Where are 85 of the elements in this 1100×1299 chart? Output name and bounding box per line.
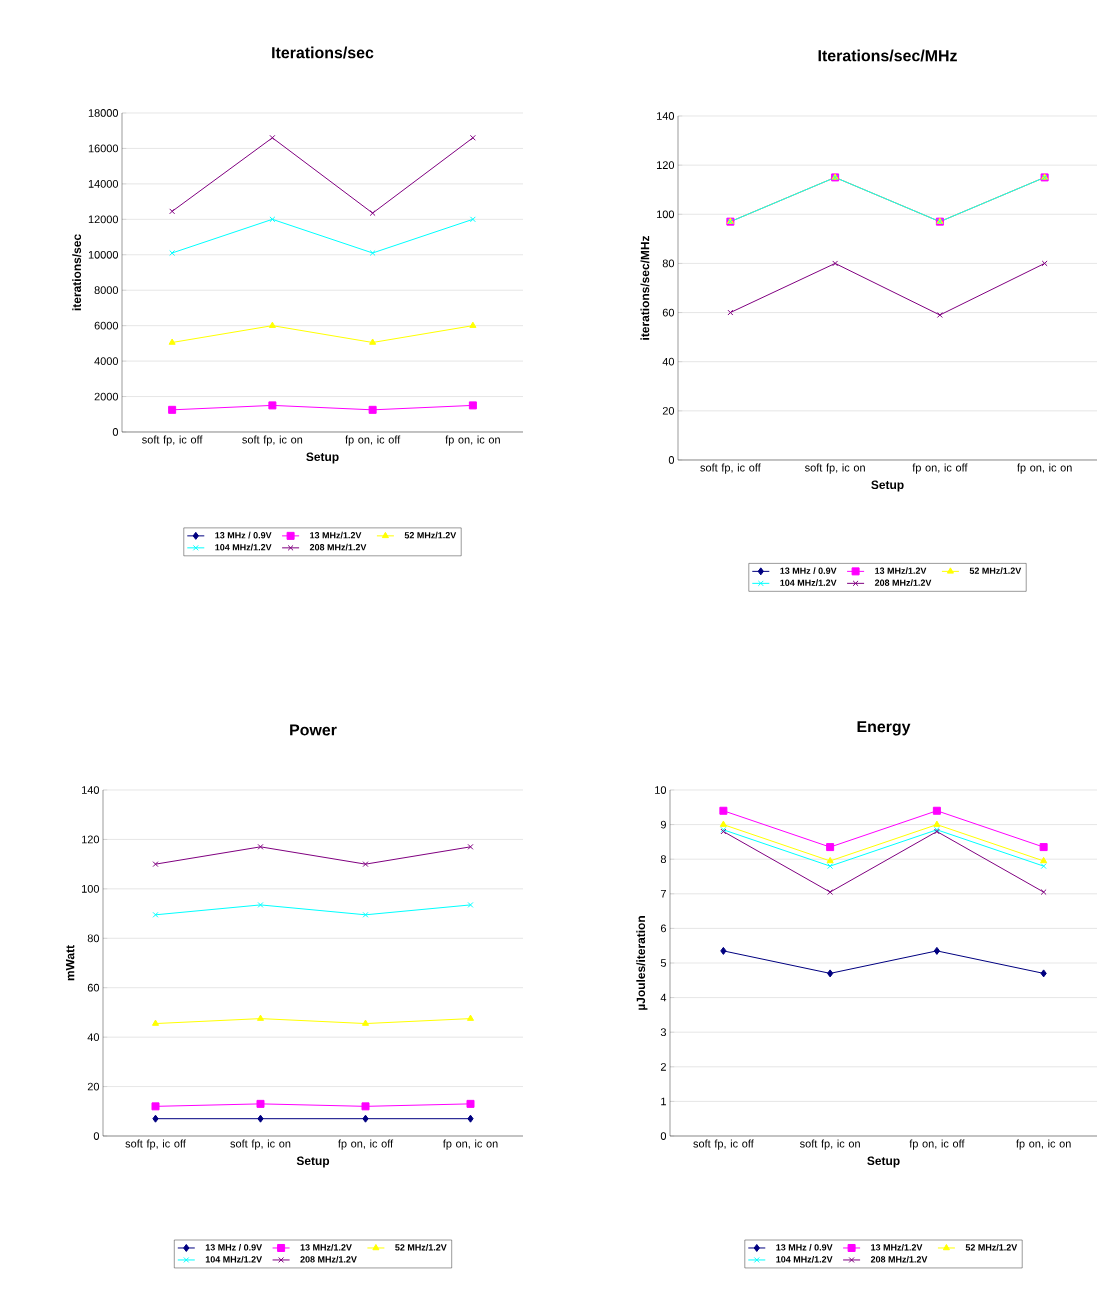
y-tick-label: 100: [82, 884, 100, 893]
x-tick-label: fp on, ic on: [1016, 1139, 1071, 1150]
y-tick-label: 8: [660, 855, 666, 864]
legend-label: 52 MHz/1.2V: [969, 567, 1022, 575]
y-tick-label: 8000: [94, 286, 119, 295]
y-tick-label: 12000: [88, 215, 119, 224]
y-tick-label: 20: [662, 406, 675, 415]
x-tick-label: soft fp, ic on: [804, 463, 865, 474]
y-tick-label: 0: [112, 428, 119, 436]
legend-label: 104 MHz/1.2V: [215, 543, 272, 551]
y-tick-label: 4000: [94, 357, 119, 365]
legend-label: 13 MHz/1.2V: [871, 1243, 923, 1251]
x-axis-title: Setup: [306, 452, 339, 464]
y-tick-label: 4: [660, 993, 667, 1002]
legend-label: 13 MHz / 0.9V: [215, 531, 272, 539]
x-tick-label: soft fp, ic off: [700, 463, 761, 474]
y-tick-label: 80: [87, 934, 100, 943]
legend-label: 104 MHz/1.2V: [776, 1255, 833, 1263]
y-tick-label: 20: [87, 1082, 100, 1091]
x-tick-label: soft fp, ic on: [230, 1139, 291, 1150]
legend-label: 104 MHz/1.2V: [205, 1255, 263, 1263]
legend-label: 13 MHz/1.2V: [310, 531, 362, 539]
legend-label: 52 MHz/1.2V: [404, 531, 457, 539]
x-tick-label: fp on, ic off: [912, 463, 968, 474]
y-tick-label: 3: [660, 1028, 666, 1037]
legend-label: 208 MHz/1.2V: [309, 543, 367, 551]
y-axis-title: iterations/sec: [72, 234, 82, 311]
x-tick-label: soft fp, ic off: [693, 1139, 754, 1150]
y-tick-label: 5: [660, 959, 667, 967]
x-tick-label: soft fp, ic off: [142, 435, 203, 446]
y-tick-label: 0: [660, 1132, 667, 1140]
y-tick-label: 60: [87, 983, 100, 992]
y-tick-label: 7: [660, 890, 666, 898]
x-axis-title: Setup: [296, 1156, 330, 1168]
chart-title: Power: [290, 724, 337, 736]
x-tick-label: soft fp, ic on: [799, 1139, 860, 1150]
x-tick-label: fp on, ic on: [442, 1139, 498, 1150]
y-tick-label: 1: [661, 1097, 666, 1106]
y-tick-label: 2: [660, 1062, 666, 1071]
y-axis-title: µJoules/iteration: [636, 916, 648, 1010]
legend-label: 52 MHz/1.2V: [965, 1243, 1018, 1251]
y-tick-label: 100: [657, 210, 675, 219]
y-tick-label: 80: [662, 259, 675, 268]
y-tick-label: 2000: [94, 392, 119, 401]
legend-label: 208 MHz/1.2V: [870, 1255, 928, 1263]
y-tick-label: 120: [657, 161, 675, 170]
y-tick-label: 10000: [88, 250, 119, 259]
y-tick-label: 40: [87, 1033, 100, 1042]
legend-label: 13 MHz / 0.9V: [776, 1243, 833, 1251]
chart-title: Iterations/sec/MHz: [818, 49, 957, 62]
legend-label: 13 MHz / 0.9V: [205, 1243, 263, 1251]
legend-label: 13 MHz / 0.9V: [780, 567, 837, 575]
x-axis-title: Setup: [867, 1156, 900, 1168]
x-axis-title: Setup: [871, 480, 904, 492]
y-tick-label: 10: [655, 786, 667, 794]
legend-label: 104 MHz/1.2V: [780, 579, 837, 587]
x-tick-label: soft fp, ic on: [242, 435, 303, 446]
y-tick-label: 18000: [88, 109, 119, 117]
y-tick-label: 6000: [94, 321, 119, 330]
y-tick-label: 9: [660, 820, 666, 829]
x-tick-label: fp on, ic on: [1017, 463, 1072, 474]
y-tick-label: 16000: [88, 144, 119, 153]
legend-label: 13 MHz/1.2V: [875, 567, 927, 575]
y-tick-label: 140: [657, 112, 675, 120]
y-tick-label: 14000: [88, 180, 119, 188]
x-tick-label: fp on, ic off: [345, 435, 401, 446]
chart-title: Energy: [857, 721, 911, 736]
chart-title: Iterations/sec: [272, 46, 374, 59]
y-tick-label: 40: [662, 357, 675, 366]
legend-label: 13 MHz/1.2V: [300, 1243, 352, 1251]
legend-label: 208 MHz/1.2V: [874, 579, 932, 587]
y-tick-label: 0: [93, 1132, 100, 1140]
y-tick-label: 120: [82, 835, 100, 844]
x-tick-label: soft fp, ic off: [125, 1139, 186, 1150]
x-tick-label: fp on, ic off: [338, 1139, 394, 1150]
legend-label: 52 MHz/1.2V: [395, 1243, 447, 1251]
y-tick-label: 60: [662, 308, 675, 317]
x-tick-label: fp on, ic off: [909, 1139, 965, 1150]
y-tick-label: 6: [660, 924, 666, 933]
legend-label: 208 MHz/1.2V: [300, 1255, 357, 1263]
y-axis-title: mWatt: [66, 945, 75, 981]
x-tick-label: fp on, ic on: [445, 435, 500, 446]
y-tick-label: 140: [82, 786, 100, 794]
y-tick-label: 0: [668, 456, 675, 464]
y-axis-title: iterations/sec/MHz: [640, 235, 650, 340]
